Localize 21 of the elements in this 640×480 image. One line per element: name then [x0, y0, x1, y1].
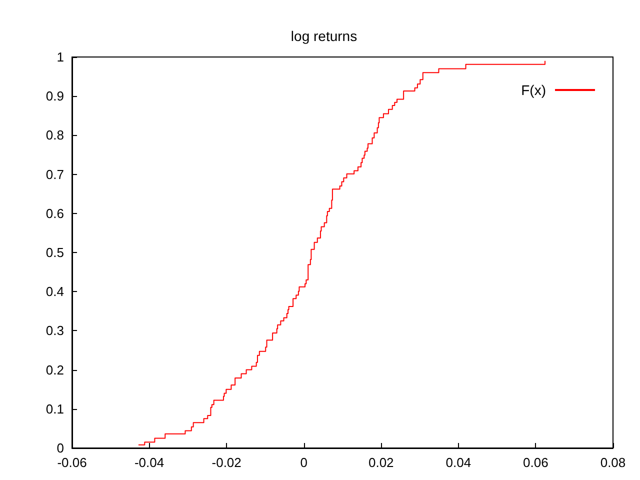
y-tick-label: 0.3 [46, 323, 64, 338]
x-tick-label: -0.06 [57, 455, 87, 470]
y-tick-label: 0 [56, 440, 64, 456]
chart-title: log returns [290, 28, 358, 44]
x-tick-label: 0.02 [368, 455, 394, 470]
x-tick-label: 0.04 [446, 455, 472, 470]
y-tick-label: 0.7 [46, 166, 64, 182]
y-tick-label: 0.1 [46, 401, 64, 416]
x-tick-label: 0.08 [600, 455, 626, 470]
y-tick-label: 1 [56, 50, 64, 64]
x-tick-label: 0.06 [523, 455, 548, 470]
y-tick-label: 0.8 [46, 128, 64, 143]
y-tick-label: 0.9 [46, 88, 64, 104]
x-tick-label: -0.02 [212, 455, 242, 470]
legend-label: F(x) [521, 82, 546, 98]
y-tick-label: 0.2 [46, 362, 64, 378]
x-tick-label: 0 [300, 455, 308, 470]
x-tick-label: -0.04 [134, 455, 164, 470]
y-tick-label: 0.4 [46, 284, 64, 300]
y-tick-label: 0.6 [46, 206, 64, 221]
y-tick-label: 0.5 [46, 245, 64, 260]
